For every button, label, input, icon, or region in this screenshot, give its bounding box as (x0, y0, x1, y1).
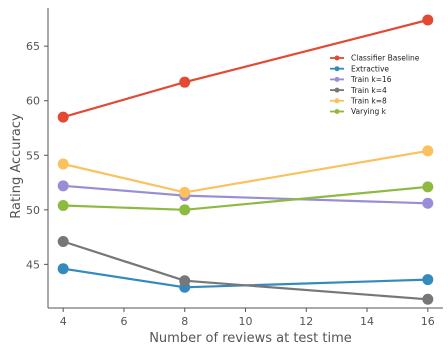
y-tick-label: 65 (26, 40, 40, 53)
y-tick-label: 50 (26, 204, 40, 217)
x-tick-label: 12 (299, 315, 313, 328)
data-point (179, 76, 191, 88)
legend-marker (334, 109, 340, 114)
data-point (422, 293, 434, 305)
data-point (57, 111, 69, 123)
x-tick-label: 10 (239, 315, 253, 328)
y-axis-title: Rating Accuracy (9, 113, 24, 219)
data-point (179, 204, 191, 216)
legend-label: Varying k (351, 107, 387, 116)
y-tick-label: 45 (26, 258, 40, 271)
data-point (57, 180, 69, 192)
data-point (422, 274, 434, 286)
data-point (57, 199, 69, 211)
data-point (57, 235, 69, 247)
series-line (63, 184, 428, 205)
x-axis-title: Number of reviews at test time (149, 331, 352, 346)
series-line (62, 149, 428, 194)
x-tick-label: 8 (181, 315, 188, 328)
data-point (179, 275, 191, 287)
data-point (57, 158, 69, 170)
data-point (179, 186, 191, 198)
y-tick-label: 60 (26, 95, 40, 108)
data-point (422, 197, 434, 209)
legend-marker (334, 87, 340, 93)
data-point (57, 263, 69, 275)
x-tick-label: 6 (120, 315, 127, 328)
series-line (62, 240, 428, 301)
legend-marker (334, 98, 340, 104)
legend-label: Extractive (351, 64, 389, 73)
x-tick-label: 4 (60, 315, 67, 328)
legend-label: Classifier Baseline (351, 54, 420, 63)
legend-marker (334, 66, 340, 72)
legend-label: Train k=4 (350, 86, 387, 95)
legend-marker (334, 55, 340, 61)
x-tick-label: 14 (360, 315, 374, 328)
data-point (422, 14, 434, 26)
y-tick-label: 55 (26, 149, 40, 162)
legend-label: Train k=8 (350, 97, 387, 106)
legend-label: Train k=16 (350, 75, 392, 84)
x-tick-label: 16 (421, 315, 435, 328)
legend-marker (334, 76, 340, 82)
data-point (422, 181, 434, 193)
data-point (422, 145, 434, 157)
